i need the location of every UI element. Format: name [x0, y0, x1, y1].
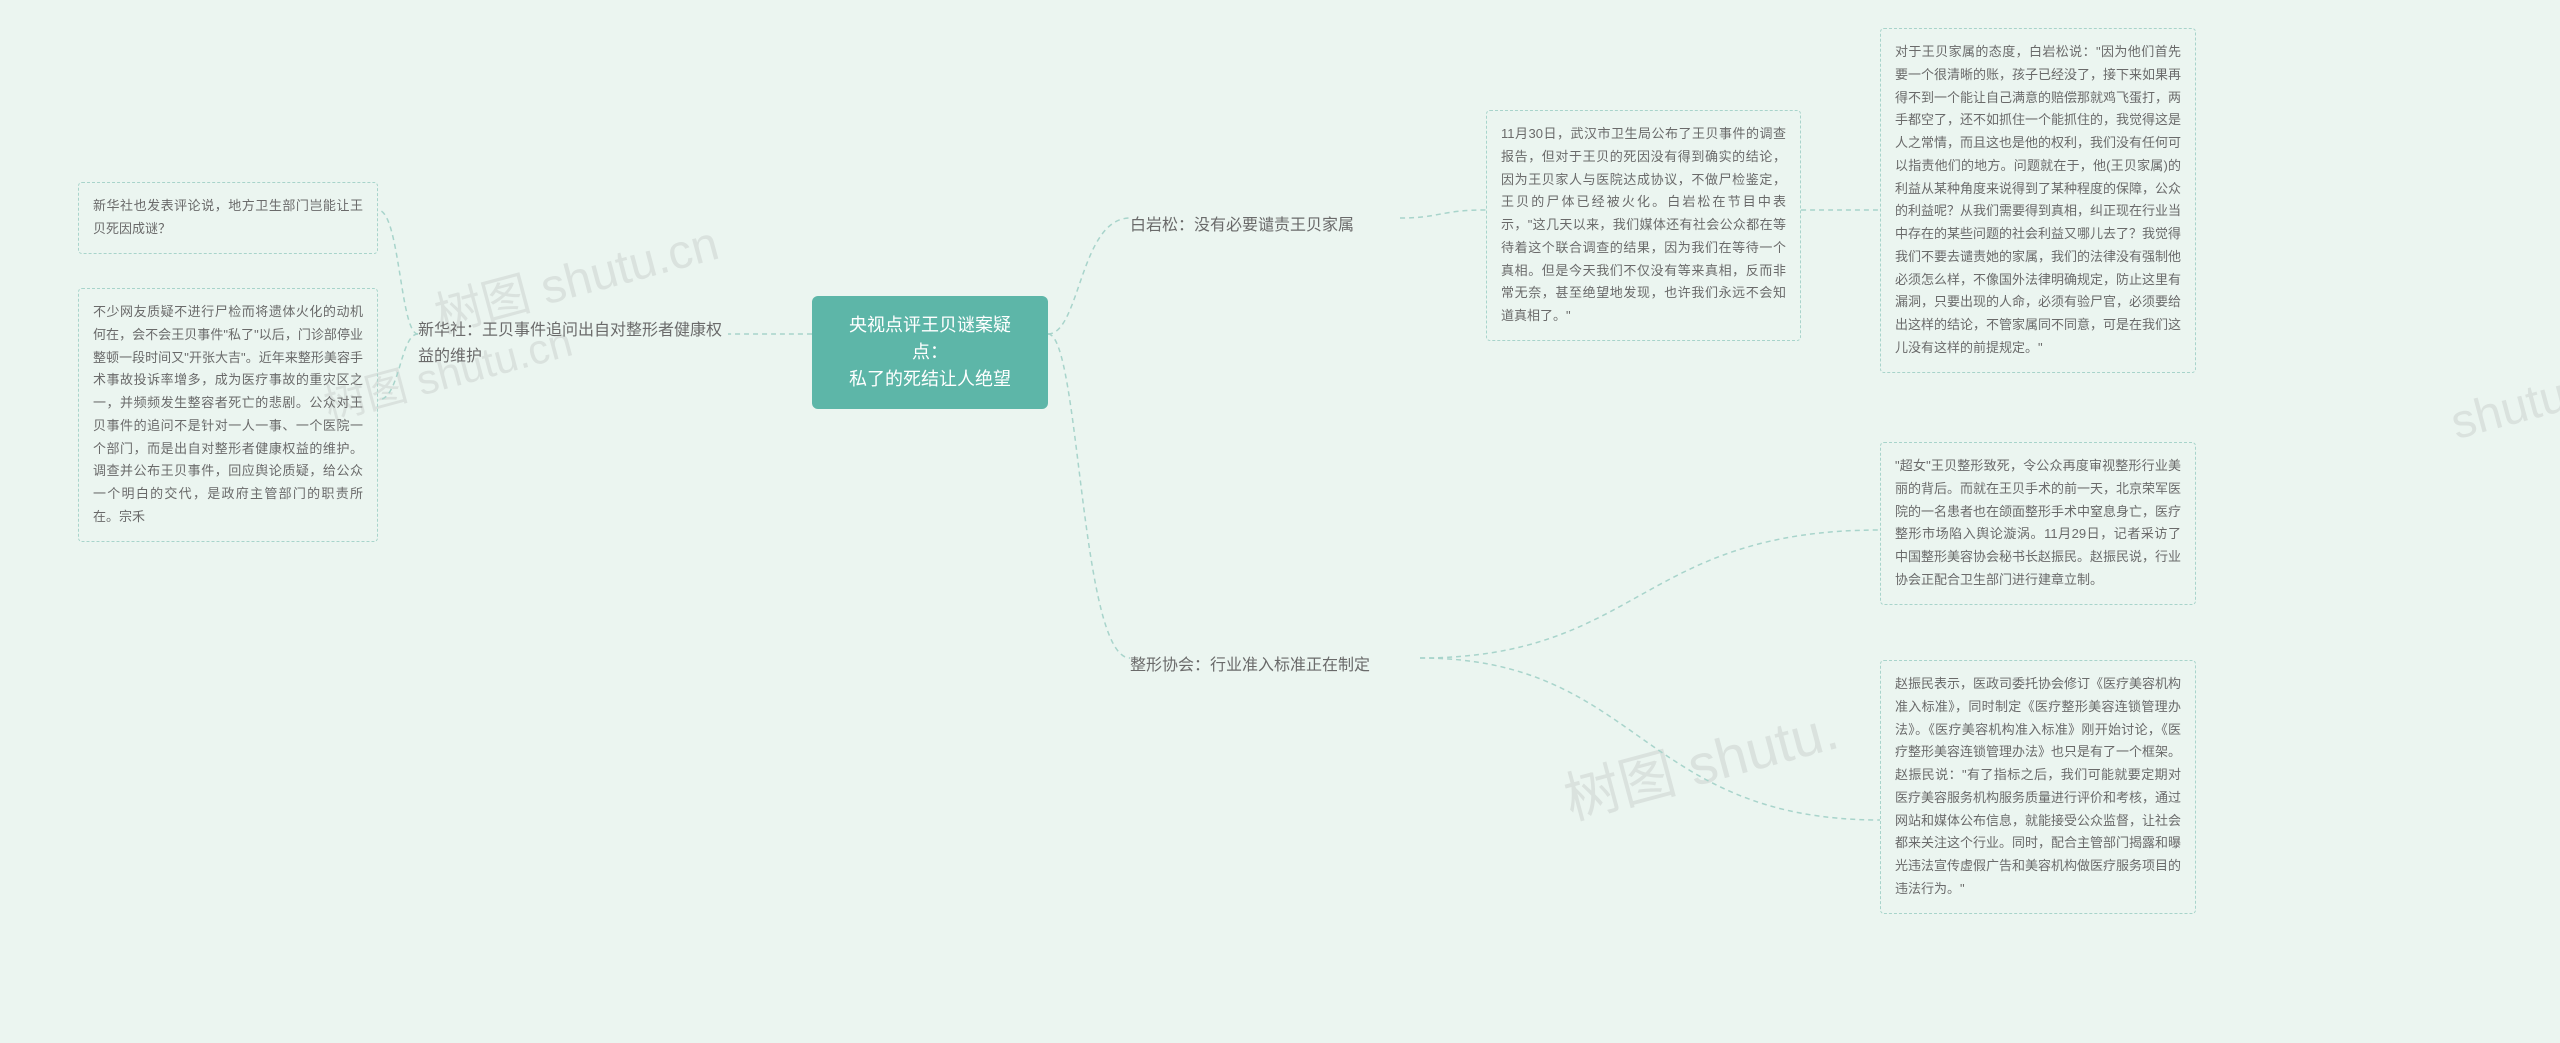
leaf-text: 新华社也发表评论说，地方卫生部门岂能让王贝死因成谜？: [93, 198, 363, 236]
branch-label: 整形协会：行业准入标准正在制定: [1130, 657, 1370, 674]
branch-label: 白岩松：没有必要谴责王贝家属: [1130, 217, 1354, 234]
leaf-text: 不少网友质疑不进行尸检而将遗体火化的动机何在，会不会王贝事件"私了"以后，门诊部…: [93, 304, 363, 524]
watermark: 树图 shutu.: [1554, 685, 1846, 836]
branch-node-baiyansong[interactable]: 白岩松：没有必要谴责王贝家属: [1130, 206, 1400, 245]
leaf-text: 赵振民表示，医政司委托协会修订《医疗美容机构准入标准》，同时制定《医疗整形美容连…: [1895, 676, 2181, 896]
branch-label: 新华社：王贝事件追问出自对整形者健康权益的维护: [418, 322, 722, 365]
branch-node-xinhua[interactable]: 新华社：王贝事件追问出自对整形者健康权益的维护: [418, 312, 728, 375]
watermark: shutu.: [2445, 364, 2560, 451]
center-title-line1: 央视点评王贝谜案疑点：: [834, 312, 1026, 366]
leaf-node[interactable]: 对于王贝家属的态度，白岩松说："因为他们首先要一个很清晰的账，孩子已经没了，接下…: [1880, 28, 2196, 373]
leaf-text: 11月30日，武汉市卫生局公布了王贝事件的调查报告，但对于王贝的死因没有得到确实…: [1501, 126, 1786, 323]
center-title-line2: 私了的死结让人绝望: [834, 366, 1026, 393]
leaf-node[interactable]: 新华社也发表评论说，地方卫生部门岂能让王贝死因成谜？: [78, 182, 378, 254]
mindmap-center-node[interactable]: 央视点评王贝谜案疑点： 私了的死结让人绝望: [812, 296, 1048, 409]
leaf-text: "超女"王贝整形致死，令公众再度审视整形行业美丽的背后。而就在王贝手术的前一天，…: [1895, 458, 2181, 587]
leaf-node[interactable]: 赵振民表示，医政司委托协会修订《医疗美容机构准入标准》，同时制定《医疗整形美容连…: [1880, 660, 2196, 914]
leaf-text: 对于王贝家属的态度，白岩松说："因为他们首先要一个很清晰的账，孩子已经没了，接下…: [1895, 44, 2181, 355]
leaf-node[interactable]: 11月30日，武汉市卫生局公布了王贝事件的调查报告，但对于王贝的死因没有得到确实…: [1486, 110, 1801, 341]
branch-node-association[interactable]: 整形协会：行业准入标准正在制定: [1130, 646, 1420, 685]
leaf-node[interactable]: "超女"王贝整形致死，令公众再度审视整形行业美丽的背后。而就在王贝手术的前一天，…: [1880, 442, 2196, 605]
leaf-node[interactable]: 不少网友质疑不进行尸检而将遗体火化的动机何在，会不会王贝事件"私了"以后，门诊部…: [78, 288, 378, 542]
